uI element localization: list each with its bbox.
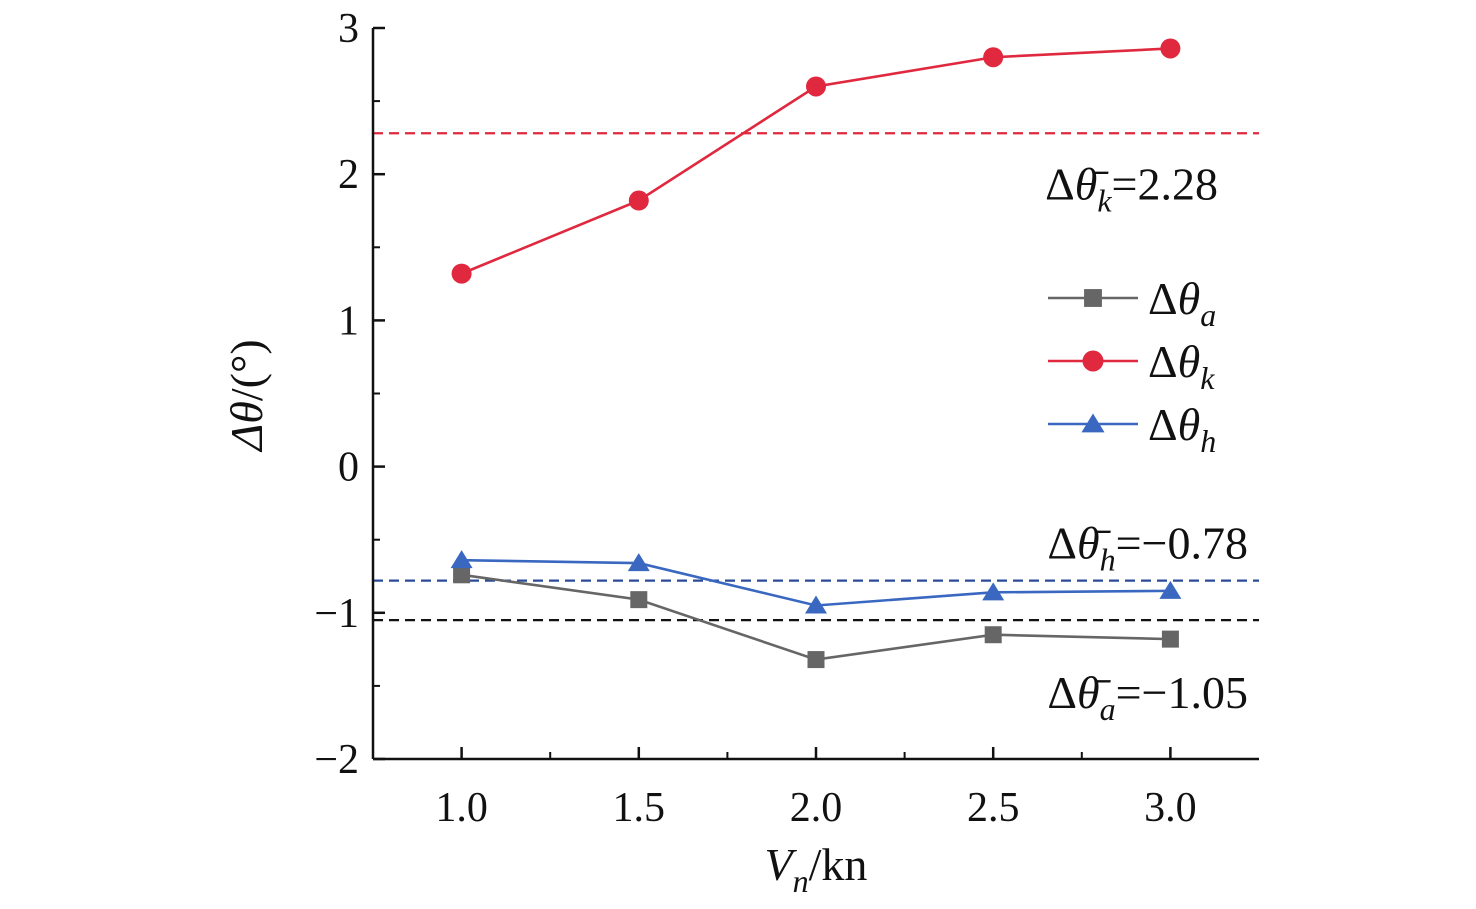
- data-point-marker: [984, 626, 1002, 644]
- data-point-marker: [806, 76, 826, 97]
- x-axis-title: Vn/kn: [765, 839, 868, 899]
- legend-item: Δθa: [1048, 273, 1216, 333]
- y-tick-label: 1: [338, 298, 359, 344]
- data-point-marker: [451, 263, 472, 284]
- legend-marker: [1084, 289, 1102, 307]
- ticks: 1.0 1.5 2.0 2.5 3.0 3 2 1 0 −1 −2: [314, 6, 1196, 831]
- legend-label: Δθh: [1148, 399, 1216, 459]
- x-tick-label: 3.0: [1144, 785, 1197, 831]
- data-point-marker: [627, 553, 650, 572]
- legend-marker: [1081, 413, 1105, 433]
- data-point-marker: [628, 190, 649, 211]
- series-a: [453, 566, 1179, 669]
- series: [450, 38, 1182, 669]
- y-tick-label: 0: [338, 445, 359, 491]
- y-tick-label: −2: [314, 737, 359, 783]
- mean-annotation: Δθ̄k=2.28: [1045, 158, 1218, 218]
- reference-annotations: Δθ̄k=2.28 Δθ̄h=−0.78 Δθ̄a=−1.05: [1045, 158, 1248, 727]
- y-tick-label: −1: [314, 591, 359, 637]
- data-point-marker: [1159, 580, 1182, 599]
- x-tick-label: 2.5: [967, 785, 1020, 831]
- legend-item: Δθk: [1048, 336, 1215, 396]
- series-k: [451, 38, 1181, 284]
- data-point-marker: [630, 591, 648, 609]
- y-tick-label: 2: [338, 152, 359, 198]
- legend-marker: [1082, 350, 1104, 372]
- data-point-marker: [450, 550, 473, 569]
- data-point-marker: [453, 566, 471, 584]
- legend-label: Δθa: [1148, 273, 1216, 333]
- mean-annotation: Δθ̄a=−1.05: [1047, 667, 1248, 727]
- data-point-marker: [805, 595, 827, 614]
- data-point-marker: [982, 582, 1005, 601]
- legend-label: Δθk: [1148, 336, 1215, 396]
- axes: [371, 28, 1259, 761]
- series-h: [450, 550, 1182, 614]
- y-tick-label: 3: [338, 6, 359, 52]
- data-point-marker: [1161, 630, 1179, 648]
- reference-lines: [373, 132, 1259, 622]
- x-tick-label: 1.0: [435, 785, 488, 831]
- data-point-marker: [807, 651, 825, 669]
- y-axis-title: Δθ/(°): [221, 339, 272, 452]
- legend-item: Δθh: [1048, 399, 1216, 459]
- x-tick-label: 2.0: [790, 785, 843, 831]
- mean-annotation: Δθ̄h=−0.78: [1047, 518, 1248, 578]
- x-tick-label: 1.5: [613, 785, 666, 831]
- data-point-marker: [1160, 38, 1181, 59]
- series-line: [461, 573, 1171, 661]
- data-point-marker: [983, 47, 1004, 68]
